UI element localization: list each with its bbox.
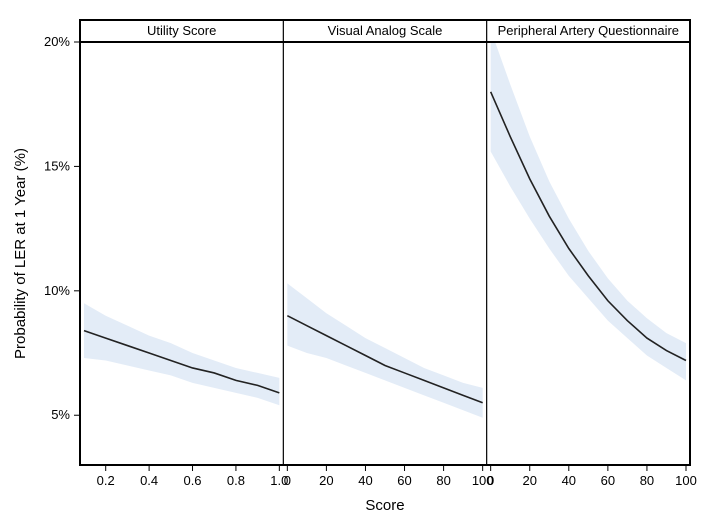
x-tick-label: 0	[284, 473, 291, 488]
x-tick-label: 80	[640, 473, 654, 488]
y-tick-label: 15%	[44, 158, 70, 173]
x-tick-label: 60	[397, 473, 411, 488]
x-tick-label: 60	[601, 473, 615, 488]
y-axis-label: Probability of LER at 1 Year (%)	[12, 148, 29, 359]
panel-title: Utility Score	[147, 23, 216, 38]
x-tick-label: 0.8	[227, 473, 245, 488]
x-tick-label: 40	[358, 473, 372, 488]
panel-title: Visual Analog Scale	[328, 23, 443, 38]
x-tick-label: 80	[436, 473, 450, 488]
x-tick-label: 0.2	[97, 473, 115, 488]
x-tick-label: 0.6	[183, 473, 201, 488]
x-tick-label: 100	[675, 473, 697, 488]
y-tick-label: 10%	[44, 283, 70, 298]
y-tick-label: 5%	[51, 407, 70, 422]
x-tick-label: 0	[487, 473, 494, 488]
y-tick-label: 20%	[44, 34, 70, 49]
x-tick-label: 0.4	[140, 473, 158, 488]
x-tick-label: 20	[319, 473, 333, 488]
chart-svg: 0.20.40.60.81.0Utility Score020406080100…	[0, 0, 709, 525]
panel-title: Peripheral Artery Questionnaire	[498, 23, 679, 38]
chart-container: 0.20.40.60.81.0Utility Score020406080100…	[0, 0, 709, 525]
x-axis-label: Score	[365, 497, 404, 514]
x-tick-label: 20	[522, 473, 536, 488]
x-tick-label: 40	[562, 473, 576, 488]
